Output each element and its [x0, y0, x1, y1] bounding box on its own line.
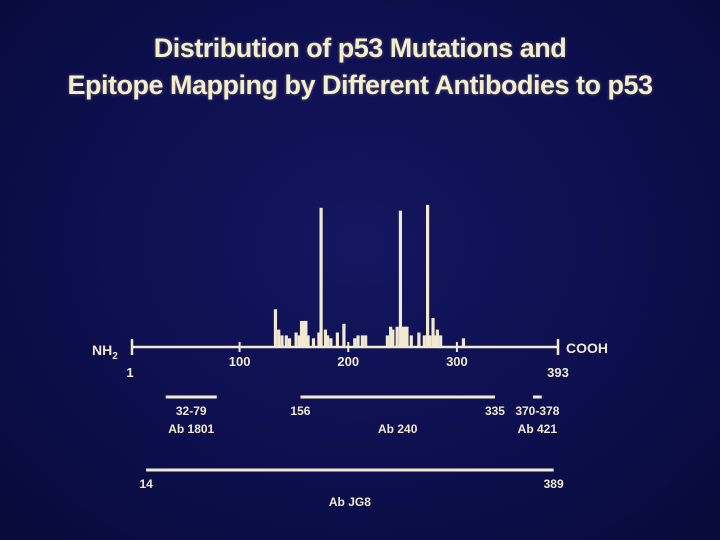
axis-start-label: 1: [126, 365, 133, 380]
mutation-bar: [461, 338, 466, 347]
axis-end-label: 393: [547, 365, 569, 380]
mutation-bar: [428, 335, 432, 347]
mutation-bar: [299, 320, 304, 347]
nh2-label: NH2: [92, 342, 118, 362]
epitope-range-label: 370-378: [515, 404, 559, 418]
mutation-bar: [284, 335, 288, 347]
mutation-bar: [391, 329, 395, 347]
axis-tick-label: 200: [337, 354, 359, 369]
mutation-bar: [389, 326, 393, 347]
mutation-bar: [433, 335, 437, 347]
mutation-bar: [405, 326, 409, 347]
mutation-histogram: [273, 204, 466, 347]
epitope-start-label: 156: [290, 404, 310, 418]
mutation-bar: [400, 326, 405, 347]
axis-ticks: 100 200 300: [130, 339, 560, 369]
axis-tick-label: 300: [446, 354, 468, 369]
mutation-bar: [439, 335, 443, 347]
mutation-bar: [335, 332, 339, 347]
mutation-bar: [329, 338, 333, 347]
mutation-bar: [360, 335, 364, 347]
mutation-bar: [417, 332, 421, 347]
mutation-bar: [364, 335, 368, 347]
mutation-bar: [294, 332, 298, 347]
epitope-range-label: 32-79: [176, 404, 207, 418]
mutation-bar: [385, 335, 389, 347]
mutation-bar: [353, 338, 357, 347]
mutation-bar: [356, 335, 360, 347]
epitope-end-label: 389: [544, 477, 564, 491]
epitope-end-label: 335: [485, 404, 505, 418]
mutation-bar: [323, 329, 328, 347]
title-line-1: Distribution of p53 Mutations and: [153, 33, 567, 63]
cooh-label: COOH: [566, 340, 608, 356]
mutation-bar: [297, 335, 301, 347]
antibody-name: Ab 421: [518, 422, 558, 436]
mutation-bar: [306, 335, 310, 347]
mutation-bar: [409, 335, 413, 347]
mutation-bar: [319, 207, 323, 347]
antibody-name: Ab 1801: [168, 422, 214, 436]
mutation-bar: [398, 210, 403, 347]
mutation-bar: [326, 335, 330, 347]
mutation-bar: [277, 329, 281, 347]
mutation-bar: [302, 320, 306, 347]
mutation-bar: [403, 326, 407, 347]
antibody-name: Ab JG8: [329, 495, 371, 509]
mutation-bar: [435, 329, 439, 347]
mutation-bar: [280, 335, 284, 347]
epitope-map: 32-79 Ab 1801 156 335 Ab 240 370-378 Ab 421 14 3…: [139, 395, 564, 509]
epitope-start-label: 14: [139, 477, 153, 491]
mutation-bar: [304, 320, 308, 347]
mutation-bar: [317, 332, 321, 347]
mutation-bar: [431, 318, 435, 347]
mutation-bar: [342, 323, 346, 347]
title-line-2: Epitope Mapping by Different Antibodies …: [67, 70, 653, 100]
mutation-bar: [273, 309, 278, 347]
mutation-bar: [395, 326, 399, 347]
mutation-bar: [425, 204, 430, 347]
axis-tick-label: 100: [229, 354, 251, 369]
antibody-name: Ab 240: [378, 422, 418, 436]
mutation-bar: [311, 338, 316, 347]
mutation-bar: [287, 338, 292, 347]
mutation-bar: [422, 335, 426, 347]
slide-title: Distribution of p53 Mutations and Epitop…: [0, 30, 720, 104]
